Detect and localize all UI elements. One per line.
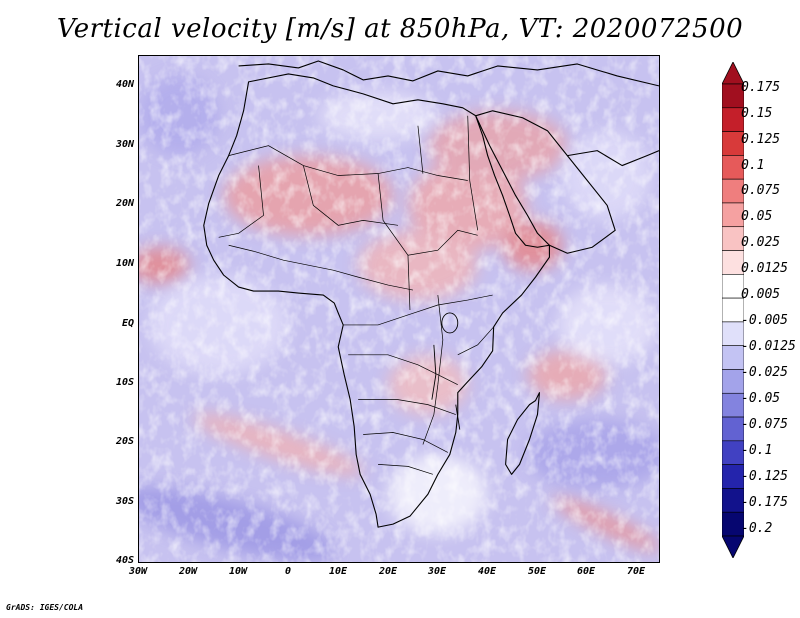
lakes xyxy=(431,312,461,430)
colorbar-label: -0.1 xyxy=(741,443,773,458)
map-title: Vertical velocity [m/s] at 850hPa, VT: 2… xyxy=(56,14,744,44)
lon-tick-label: 20E xyxy=(378,566,398,577)
colorbar-bottom-arrow xyxy=(722,535,744,558)
colorbar-label: -0.125 xyxy=(741,469,788,484)
colorbar-label: 0.125 xyxy=(741,132,781,147)
footer-credit: GrADS: IGES/COLA xyxy=(6,603,84,612)
lon-tick-label: 50E xyxy=(527,566,547,577)
colorbar-label: -0.075 xyxy=(741,417,788,432)
coastlines xyxy=(203,60,659,528)
colorbar-label: 0.075 xyxy=(741,183,781,198)
lat-tick-label: 10N xyxy=(115,258,134,269)
africa-coastline xyxy=(203,73,550,528)
map-panel[interactable] xyxy=(138,55,660,563)
lat-tick-label: 30S xyxy=(115,496,134,507)
lat-tick-label: 40S xyxy=(115,555,134,566)
lat-tick-label: 20S xyxy=(115,436,134,447)
colorbar-label: 0.025 xyxy=(741,235,781,250)
lon-tick-label: 10E xyxy=(328,566,348,577)
arabia-coastline xyxy=(475,110,616,254)
colorbar-label: -0.0125 xyxy=(741,339,796,354)
country-borders xyxy=(218,115,494,475)
lat-tick-label: 10S xyxy=(115,377,134,388)
lat-tick-label: 20N xyxy=(115,198,134,209)
colorbar-label: 0.175 xyxy=(741,80,781,95)
madagascar-coastline xyxy=(505,392,541,475)
lon-tick-label: 10W xyxy=(228,566,248,577)
lon-tick-label: 20W xyxy=(178,566,198,577)
lat-tick-label: 40N xyxy=(115,79,134,90)
velocity-field-map xyxy=(139,56,659,562)
colorbar-label: 0.1 xyxy=(741,158,765,173)
colorbar-label: -0.005 xyxy=(741,313,788,328)
lon-tick-label: 70E xyxy=(626,566,646,577)
lon-tick-label: 60E xyxy=(576,566,596,577)
lon-tick-label: 0 xyxy=(284,566,292,577)
colorbar-label: -0.025 xyxy=(741,365,788,380)
lon-tick-label: 30E xyxy=(427,566,447,577)
lat-tick-label: EQ xyxy=(121,318,134,329)
colorbar-label: 0.005 xyxy=(741,287,781,302)
colorbar-label: 0.0125 xyxy=(741,261,788,276)
lon-tick-label: 40E xyxy=(477,566,497,577)
fine-scale-texture xyxy=(139,56,659,562)
colorbar-label: 0.05 xyxy=(741,209,773,224)
colorbar-label: -0.05 xyxy=(741,391,781,406)
lat-tick-label: 30N xyxy=(115,139,134,150)
colorbar-label: -0.175 xyxy=(741,495,788,510)
colorbar-label: 0.15 xyxy=(741,106,773,121)
lon-tick-label: 30W xyxy=(128,566,148,577)
colorbar-label: -0.2 xyxy=(741,521,773,536)
colorbar xyxy=(722,62,744,558)
